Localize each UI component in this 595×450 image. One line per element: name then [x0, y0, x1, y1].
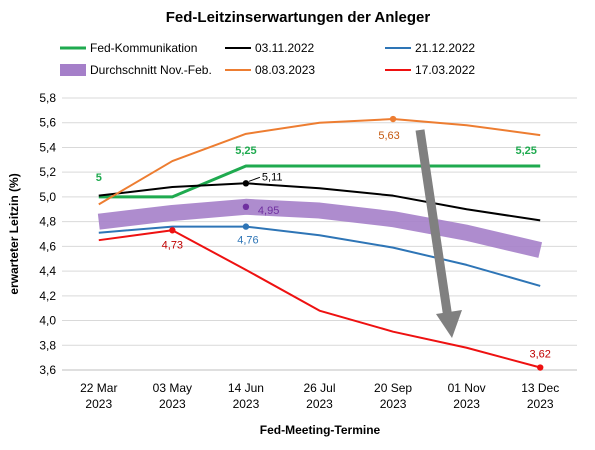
y-tick-label: 4,4	[39, 264, 56, 278]
data-labels: 5 5,25 5,25 5,11 4,95 5,63 4,76 4,73 3,62	[96, 115, 551, 371]
x-tick-label: 13 Dec	[521, 381, 559, 395]
data-label: 5	[96, 172, 102, 184]
series-line-08-03-2023	[98, 118, 541, 206]
data-label: 4,73	[162, 239, 183, 251]
data-point-marker	[242, 223, 250, 230]
trend-arrow-shaft	[415, 129, 453, 319]
data-label: 5,25	[516, 145, 537, 157]
legend: Fed-Kommunikation 03.11.2022 21.12.2022 Dur…	[60, 41, 475, 77]
y-tick-label: 4,0	[39, 314, 56, 328]
chart-title: Fed-Leitzinserwartungen der Anleger	[166, 9, 431, 26]
series-line-fed-kommunikation	[98, 164, 541, 199]
x-tick-label: 2023	[306, 397, 333, 411]
x-axis-ticks: 22 Mar 2023 03 May 2023 14 Jun 2023 26 Jul 2023…	[80, 381, 559, 411]
data-label: 4,76	[237, 235, 258, 247]
x-tick-label: 26 Jul	[303, 381, 335, 395]
label-leader-line	[248, 176, 261, 182]
x-tick-label: 2023	[85, 397, 112, 411]
data-label: 3,62	[530, 349, 551, 361]
data-label: 5,11	[262, 171, 283, 183]
trend-arrow	[415, 129, 462, 338]
series-line-03-11-2022	[98, 182, 541, 222]
x-tick-label: 14 Jun	[228, 381, 264, 395]
x-tick-label: 20 Sep	[374, 381, 412, 395]
data-point-marker	[537, 364, 544, 371]
series-layer	[97, 118, 543, 369]
x-tick-label: 2023	[453, 397, 480, 411]
legend-label: 21.12.2022	[415, 41, 475, 55]
series-line-durchschnitt-nov-feb-	[97, 198, 543, 258]
y-tick-label: 5,4	[39, 140, 56, 154]
data-label: 4,95	[258, 205, 279, 217]
x-tick-label: 2023	[527, 397, 554, 411]
x-tick-label: 03 May	[153, 381, 192, 395]
data-label: 5,63	[378, 130, 399, 142]
y-tick-label: 5,8	[39, 91, 56, 105]
y-axis-ticks: 3,6 3,8 4,0 4,2 4,4 4,6 4,8 5,0 5,2 5,4 5,6 5,8	[39, 91, 56, 377]
data-point-marker	[169, 227, 176, 234]
y-tick-label: 4,2	[39, 289, 56, 303]
trend-arrow-head	[436, 310, 462, 338]
y-tick-label: 4,6	[39, 239, 56, 253]
y-tick-label: 3,8	[39, 338, 56, 352]
legend-label: 08.03.2023	[255, 63, 315, 77]
y-tick-label: 5,2	[39, 165, 56, 179]
x-tick-label: 2023	[380, 397, 407, 411]
x-tick-label: 2023	[233, 397, 260, 411]
x-tick-label: 01 Nov	[448, 381, 486, 395]
data-point-marker	[242, 203, 250, 210]
data-point-marker	[242, 180, 250, 187]
x-tick-label: 2023	[159, 397, 186, 411]
x-axis-label: Fed-Meeting-Termine	[260, 423, 381, 437]
series-line-21-12-2022	[98, 225, 541, 287]
data-point-marker	[389, 115, 397, 123]
data-label: 5,25	[235, 145, 256, 157]
legend-label: 17.03.2022	[415, 63, 475, 77]
legend-label: Fed-Kommunikation	[90, 41, 197, 55]
y-tick-label: 5,0	[39, 190, 56, 204]
legend-label: 03.11.2022	[255, 41, 314, 55]
x-tick-label: 22 Mar	[80, 381, 117, 395]
y-axis-label: erwarteter Leitzin (%)	[7, 173, 21, 294]
y-tick-label: 3,6	[39, 363, 56, 377]
legend-label: Durchschnitt Nov.-Feb.	[90, 63, 212, 77]
y-tick-label: 5,6	[39, 116, 56, 130]
y-tick-label: 4,8	[39, 215, 56, 229]
